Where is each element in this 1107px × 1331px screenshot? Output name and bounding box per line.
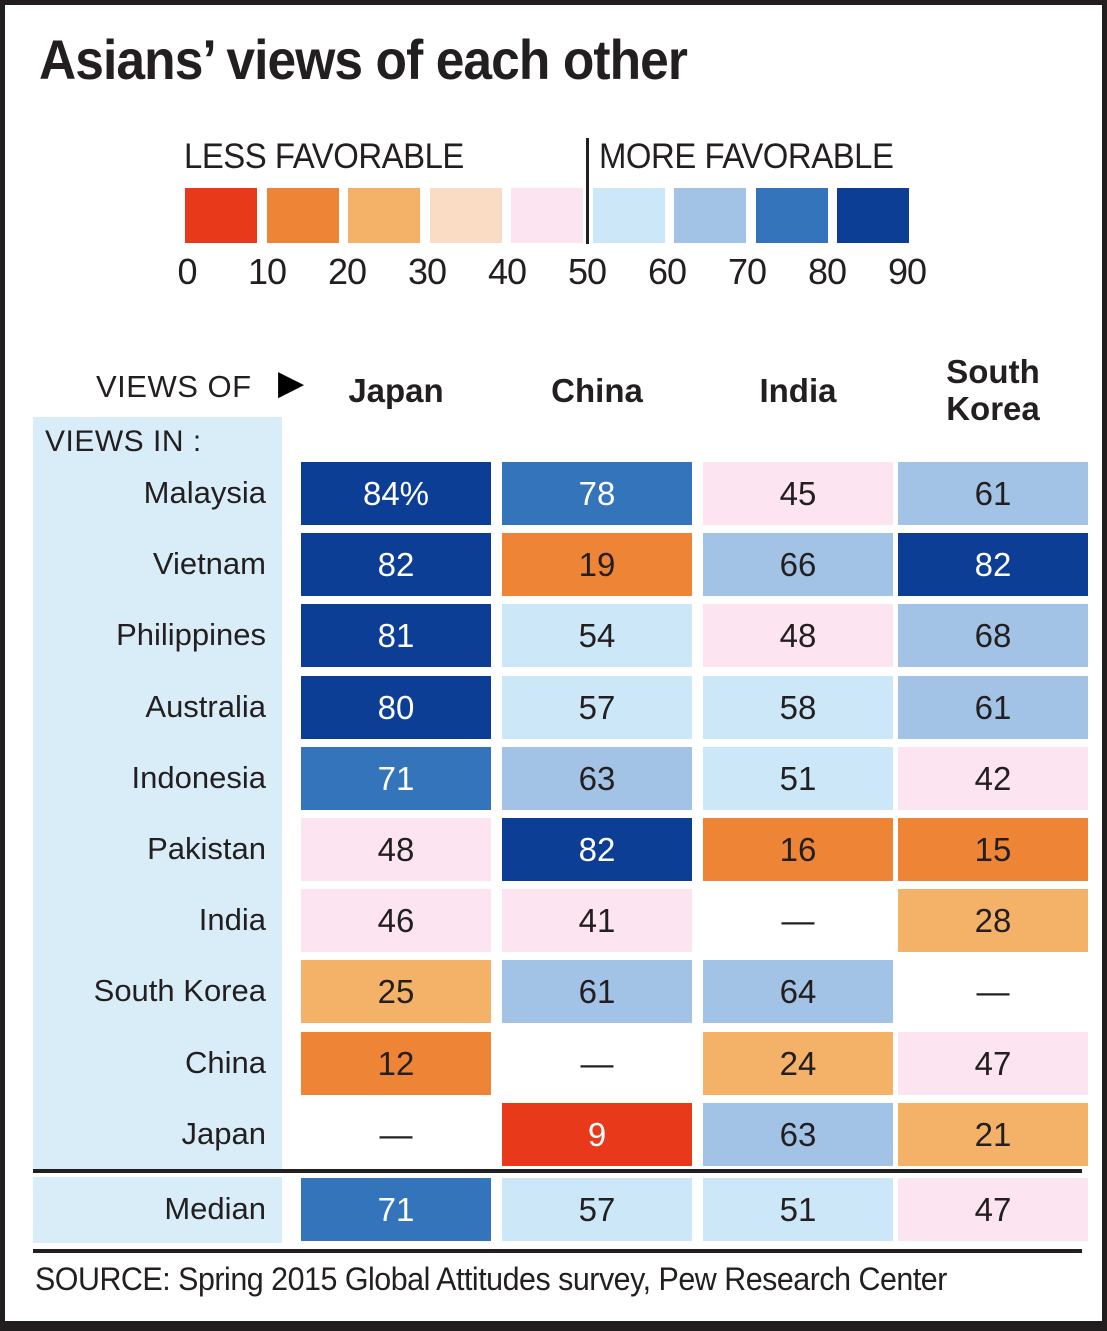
table-cell: 71 — [301, 747, 491, 810]
row-label-indonesia: Indonesia — [131, 760, 266, 795]
source-line: SOURCE: Spring 2015 Global Attitudes sur… — [35, 1261, 947, 1297]
table-cell: 9 — [502, 1103, 692, 1166]
table-cell: 57 — [502, 676, 692, 739]
legend-tick: 30 — [407, 251, 447, 292]
table-cell: 51 — [703, 1178, 893, 1241]
table-cell: 48 — [301, 818, 491, 881]
table-cell: 61 — [502, 960, 692, 1023]
row-label-median: Median — [164, 1191, 266, 1226]
column-header-south-korea: South Korea — [898, 351, 1088, 429]
legend-tick: 20 — [327, 251, 367, 292]
column-header-china: China — [502, 351, 692, 429]
table-cell: — — [580, 1045, 614, 1082]
legend-swatch — [266, 188, 339, 243]
row-label-malaysia: Malaysia — [143, 475, 266, 510]
legend-swatch — [348, 188, 420, 243]
legend-swatch — [592, 188, 665, 243]
table-cell: 46 — [301, 889, 491, 952]
table-cell: 66 — [703, 533, 893, 596]
column-header-label: Japan — [348, 371, 444, 409]
legend-swatch — [755, 188, 828, 243]
legend-swatches — [185, 188, 909, 243]
table-cell: 64 — [703, 960, 893, 1023]
legend-tick: 10 — [247, 251, 287, 292]
column-header-label: India — [759, 371, 837, 409]
median-bottom-rule — [33, 1249, 1082, 1253]
table-cell: 15 — [898, 818, 1088, 881]
row-label-pakistan: Pakistan — [147, 831, 266, 866]
table-cell: 80 — [301, 676, 491, 739]
table-cell: 82 — [502, 818, 692, 881]
table-cell: 81 — [301, 604, 491, 667]
legend-tick: 80 — [807, 251, 847, 292]
legend-swatch — [429, 188, 502, 243]
legend-tick: 40 — [487, 251, 527, 292]
row-label-vietnam: Vietnam — [152, 546, 266, 581]
legend-swatch — [511, 188, 583, 243]
median-panel — [33, 1177, 282, 1243]
legend-swatch — [837, 188, 909, 243]
legend-tick: 0 — [177, 251, 197, 292]
table-cell: 82 — [898, 533, 1088, 596]
table-cell: 25 — [301, 960, 491, 1023]
row-label-india: India — [198, 902, 266, 937]
table-cell: 58 — [703, 676, 893, 739]
table-cell: 61 — [898, 462, 1088, 525]
table-cell: 51 — [703, 747, 893, 810]
table-cell: 71 — [301, 1178, 491, 1241]
table-cell: 28 — [898, 889, 1088, 952]
table-cell: 63 — [703, 1103, 893, 1166]
table-cell: 57 — [502, 1178, 692, 1241]
row-label-australia: Australia — [145, 689, 266, 724]
table-cell: — — [781, 902, 815, 939]
row-label-philippines: Philippines — [116, 617, 266, 652]
legend-tick: 70 — [727, 251, 767, 292]
legend-swatch — [674, 188, 746, 243]
legend-tick: 50 — [567, 251, 607, 292]
views-in-label: VIEWS IN : — [45, 425, 202, 458]
table-cell: 68 — [898, 604, 1088, 667]
row-label-japan: Japan — [181, 1116, 266, 1151]
column-header-label: China — [551, 371, 643, 409]
table-cell: 61 — [898, 676, 1088, 739]
table-cell: 12 — [301, 1032, 491, 1095]
legend-tick: 60 — [647, 251, 687, 292]
median-top-rule — [33, 1169, 1082, 1173]
row-label-china: China — [185, 1045, 266, 1080]
table-cell: 47 — [898, 1178, 1088, 1241]
table-cell: 54 — [502, 604, 692, 667]
table-cell: 16 — [703, 818, 893, 881]
legend-midpoint-divider — [586, 138, 589, 244]
legend-tick: 90 — [887, 251, 927, 292]
table-cell: 48 — [703, 604, 893, 667]
column-header-japan: Japan — [301, 351, 491, 429]
table-cell: 21 — [898, 1103, 1088, 1166]
column-header-india: India — [703, 351, 893, 429]
table-cell: 41 — [502, 889, 692, 952]
legend-swatch — [185, 188, 257, 243]
table-cell: 84% — [301, 462, 491, 525]
right-arrow-icon: ▶ — [278, 364, 305, 402]
views-in-panel — [33, 417, 282, 1169]
views-of-label: VIEWS OF — [96, 369, 252, 404]
table-cell: 45 — [703, 462, 893, 525]
page-title: Asians’ views of each other — [39, 28, 688, 91]
column-header-label: South Korea — [946, 353, 1040, 427]
table-cell: — — [976, 973, 1010, 1010]
table-cell: 24 — [703, 1032, 893, 1095]
legend-more-favorable-label: MORE FAVORABLE — [599, 137, 894, 176]
table-cell: 78 — [502, 462, 692, 525]
table-cell: 82 — [301, 533, 491, 596]
table-cell: — — [379, 1116, 413, 1153]
table-cell: 47 — [898, 1032, 1088, 1095]
table-cell: 42 — [898, 747, 1088, 810]
table-cell: 63 — [502, 747, 692, 810]
table-cell: 19 — [502, 533, 692, 596]
legend-less-favorable-label: LESS FAVORABLE — [184, 137, 464, 176]
row-label-south-korea: South Korea — [93, 973, 266, 1008]
